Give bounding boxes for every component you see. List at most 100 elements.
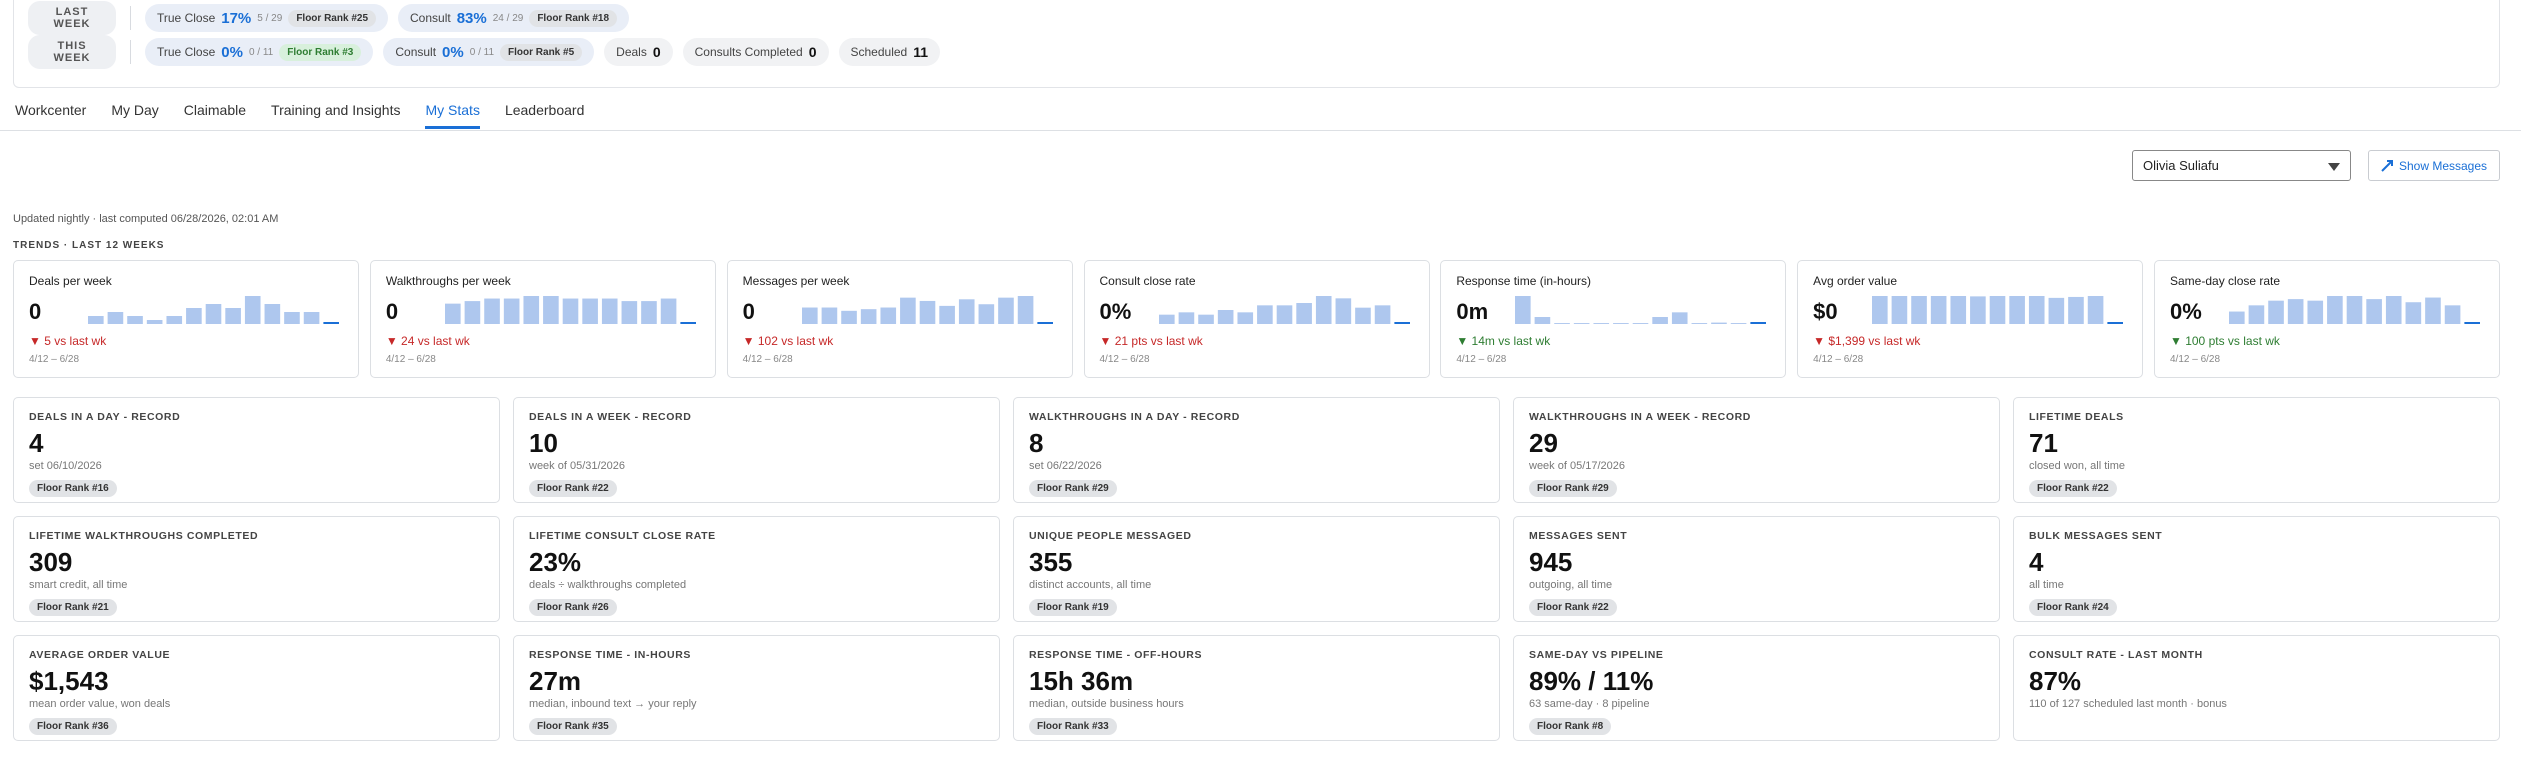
rank-wrap: Floor Rank #22: [529, 478, 617, 497]
trend-value: 0: [385, 299, 399, 324]
tab[interactable]: Claimable: [183, 102, 247, 118]
rank-wrap: Floor Rank #26: [529, 597, 617, 616]
stat-pill: Consult 0% 0 / 11 Floor Rank #5: [383, 38, 595, 66]
rank-badge: Floor Rank #22: [529, 480, 617, 497]
pill-name: True Close: [157, 11, 216, 25]
sparkline-bar: [1931, 296, 1947, 324]
stat-card: RESPONSE TIME - OFF-HOURS 15h 36m median, …: [1013, 635, 1500, 741]
sparkline-bar: [938, 305, 955, 324]
stat-card: LIFETIME WALKTHROUGHS COMPLETED 309 smart …: [13, 516, 500, 622]
tab[interactable]: My Day: [111, 102, 159, 118]
rank-badge: Floor Rank #25: [288, 9, 377, 27]
rank-badge: Floor Rank #29: [1529, 480, 1617, 497]
stat-note: 63 same-day · 8 pipeline: [1529, 698, 1650, 710]
stat-note: 110 of 127 scheduled last month · bonus: [2029, 698, 2227, 710]
trend-range: 4/12 – 6/28: [1456, 354, 1507, 365]
stat-title: WALKTHROUGHS IN A WEEK - RECORD: [1529, 411, 1751, 423]
stat-card: DEALS IN A WEEK - RECORD 10 week of 05/31/…: [513, 397, 1000, 503]
rank-badge: Floor Rank #24: [2029, 599, 2117, 616]
stat-note: median, outside business hours: [1029, 698, 1184, 710]
sparkline-bar: [523, 296, 539, 324]
stat-value: 8: [1029, 428, 1044, 458]
stat-value: 355: [1029, 547, 1073, 577]
sparkline-bar: [2346, 296, 2363, 324]
sparkline: [88, 296, 339, 324]
rank-badge: Floor Rank #18: [529, 9, 618, 27]
rank-wrap: Floor Rank #19: [1029, 597, 1117, 616]
stat-title: SAME-DAY VS PIPELINE: [1529, 649, 1664, 661]
trend-card: Deals per week 0 ▼ 5 vs last wk 4/12 – 6/28: [13, 260, 359, 378]
trend-range: 4/12 – 6/28: [29, 354, 80, 365]
stat-title: LIFETIME DEALS: [2029, 411, 2124, 423]
sparkline-bar: [127, 316, 143, 324]
sparkline-bar: [1711, 322, 1728, 324]
sparkline-current: [680, 322, 696, 324]
trend-title: Avg order value: [1813, 274, 1897, 288]
sparkline-bar: [1593, 323, 1610, 324]
sparkline-bar: [2444, 305, 2461, 324]
sparkline-bar: [1017, 296, 1034, 324]
week-row: THIS WEEK True Close 0% 0 / 11 Floor Rank #3…: [28, 35, 941, 69]
sparkline-bar: [640, 301, 657, 324]
user-select[interactable]: Olivia Suliafu: [2132, 150, 2351, 181]
stat-pill: Deals 0: [604, 38, 673, 66]
sparkline-bar: [1335, 298, 1351, 324]
sparkline-bar: [1554, 323, 1571, 324]
sparkline: [1158, 296, 1410, 324]
stat-note: distinct accounts, all time: [1029, 579, 1152, 591]
stat-card: LIFETIME CONSULT CLOSE RATE 23% deals ÷ wa…: [513, 516, 1000, 622]
stat-note: week of 05/31/2026: [529, 460, 626, 472]
sparkline: [1872, 296, 2124, 324]
pill-name: Consult: [395, 45, 437, 59]
week-label: LAST WEEK: [28, 1, 116, 35]
rank-wrap: Floor Rank #33: [1029, 716, 1117, 735]
sparkline-bar: [542, 296, 559, 324]
stat-value: 71: [2029, 428, 2058, 458]
sparkline-bar: [1515, 296, 1531, 324]
trend-delta: ▼ 21 pts vs last wk: [1099, 334, 1203, 348]
trend-range: 4/12 – 6/28: [1099, 354, 1150, 365]
tab[interactable]: Workcenter: [15, 102, 87, 118]
rank-badge: Floor Rank #35: [529, 718, 617, 735]
rank-badge: Floor Rank #21: [29, 599, 117, 616]
rank-badge: Floor Rank #19: [1029, 599, 1117, 616]
rank-wrap: Floor Rank #22: [2029, 478, 2117, 497]
sparkline-bar: [1295, 303, 1312, 324]
sparkline-bar: [1652, 317, 1669, 324]
pill-value: 17%: [221, 9, 252, 27]
rank-badge: Floor Rank #3: [279, 43, 362, 61]
sparkline-bar: [2029, 296, 2045, 324]
sparkline-bar: [919, 300, 935, 324]
tab[interactable]: Training and Insights: [271, 102, 401, 118]
week-label: THIS WEEK: [28, 35, 116, 69]
show-messages-button[interactable]: Show Messages: [2368, 150, 2500, 181]
tab[interactable]: My Stats: [425, 102, 480, 129]
trend-card: Same-day close rate 0% ▼ 100 pts vs last w…: [2154, 260, 2500, 378]
rank-badge: Floor Rank #29: [1029, 480, 1117, 497]
pill-value: 0%: [442, 43, 464, 61]
sparkline-bar: [1374, 305, 1390, 324]
stat-value: 27m: [529, 666, 582, 696]
pill-value: 83%: [456, 9, 487, 27]
stat-note: smart credit, all time: [29, 579, 128, 591]
sparkline-bar: [1731, 323, 1747, 324]
stat-note: all time: [2029, 579, 2064, 591]
sparkline-bar: [2385, 296, 2402, 324]
pill-name: Consults Completed: [694, 45, 803, 59]
rank-wrap: Floor Rank #29: [1029, 478, 1117, 497]
sparkline-bar: [1178, 312, 1194, 324]
stat-card: BULK MESSAGES SENT 4 all time Floor Rank #2…: [2013, 516, 2500, 622]
rank-badge: Floor Rank #5: [500, 43, 583, 61]
trend-card: Messages per week 0 ▼ 102 vs last wk 4/12 –…: [726, 260, 1073, 378]
stat-pill: Scheduled 11: [838, 38, 941, 66]
trend-value: 0%: [1099, 299, 1132, 324]
sparkline-bar: [1256, 305, 1273, 324]
sparkline-bar: [1197, 314, 1214, 324]
sparkline-bar: [1276, 305, 1292, 324]
pill-detail: 0 / 11: [248, 46, 274, 58]
tab[interactable]: Leaderboard: [504, 102, 585, 118]
trend-value: $0: [1813, 299, 1838, 324]
rank-wrap: Floor Rank #36: [29, 716, 117, 735]
rank-badge: Floor Rank #16: [29, 480, 117, 497]
